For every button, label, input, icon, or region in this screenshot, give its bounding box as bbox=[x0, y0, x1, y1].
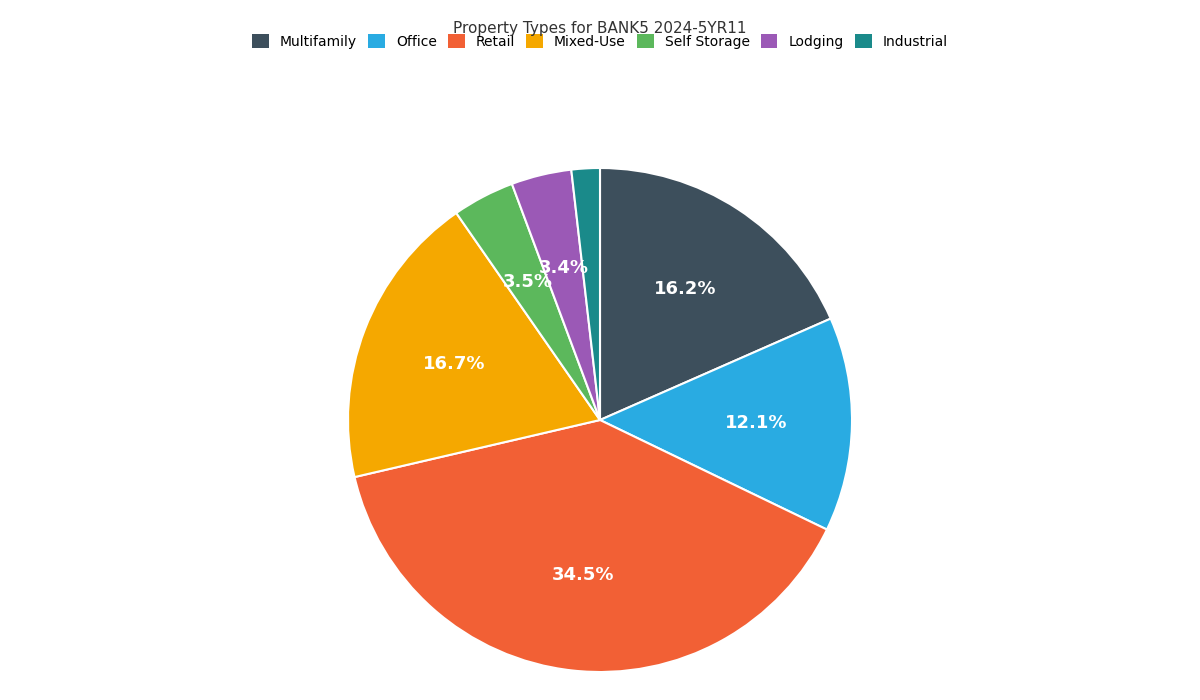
Text: 34.5%: 34.5% bbox=[552, 566, 614, 584]
Wedge shape bbox=[456, 184, 600, 420]
Text: 3.4%: 3.4% bbox=[539, 259, 588, 277]
Text: 12.1%: 12.1% bbox=[725, 414, 787, 432]
Wedge shape bbox=[354, 420, 827, 672]
Wedge shape bbox=[571, 168, 600, 420]
Text: 3.5%: 3.5% bbox=[503, 272, 552, 290]
Text: 16.2%: 16.2% bbox=[654, 280, 716, 298]
Text: 16.7%: 16.7% bbox=[422, 355, 486, 373]
Text: Property Types for BANK5 2024-5YR11: Property Types for BANK5 2024-5YR11 bbox=[454, 21, 746, 36]
Wedge shape bbox=[600, 318, 852, 530]
Wedge shape bbox=[348, 213, 600, 477]
Wedge shape bbox=[512, 169, 600, 420]
Legend: Multifamily, Office, Retail, Mixed-Use, Self Storage, Lodging, Industrial: Multifamily, Office, Retail, Mixed-Use, … bbox=[248, 30, 952, 53]
Wedge shape bbox=[600, 168, 830, 420]
